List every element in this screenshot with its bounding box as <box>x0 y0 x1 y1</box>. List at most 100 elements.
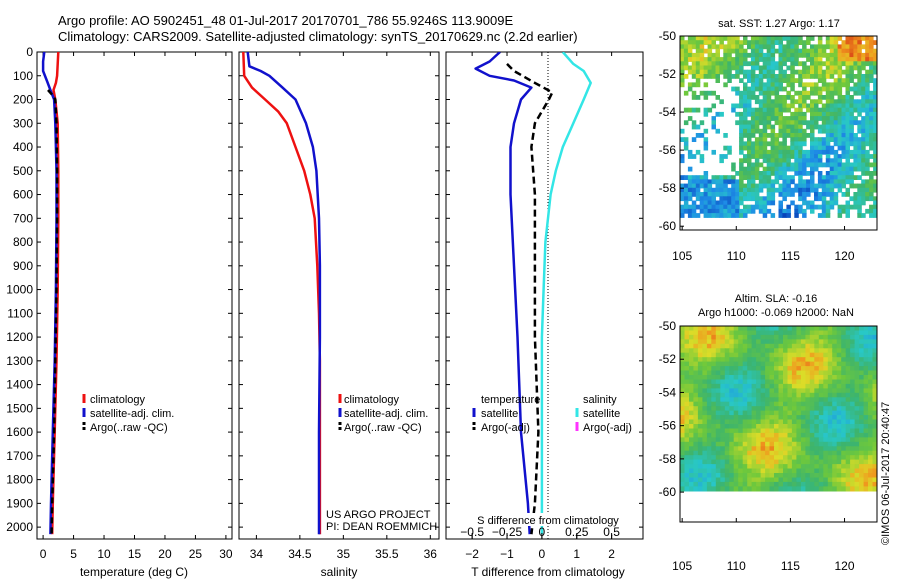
sla-cell <box>738 481 744 487</box>
sla-cell <box>693 424 699 430</box>
sst-cell <box>747 128 752 134</box>
sla-cell <box>814 357 820 363</box>
sst-cell <box>802 183 807 189</box>
sst-cell <box>806 40 811 45</box>
sst-cell <box>782 149 787 155</box>
sst-cell <box>770 40 776 45</box>
sla-cell <box>863 459 869 465</box>
sla-cell <box>751 473 757 479</box>
sst-cell <box>770 116 776 121</box>
sst-cell <box>778 162 783 168</box>
sst-cell <box>814 149 819 155</box>
sst-cell <box>750 116 756 121</box>
sla-cell <box>796 455 802 461</box>
sla-cell <box>868 397 874 403</box>
sla-cell <box>796 352 802 358</box>
sst-cell <box>865 116 870 121</box>
sla-cell <box>818 401 824 407</box>
sst-cell <box>754 36 760 41</box>
sst-cell <box>683 208 689 214</box>
sst-cell <box>829 200 835 206</box>
x-tick-label: 120 <box>835 559 855 573</box>
sst-cell <box>849 124 854 130</box>
sla-cell <box>693 330 699 336</box>
sst-cell <box>778 103 783 109</box>
sla-cell <box>689 330 695 336</box>
sst-cell <box>750 36 756 41</box>
sla-cell <box>693 375 699 381</box>
sst-cell <box>849 103 854 109</box>
sla-cell <box>783 334 789 340</box>
sst-cell <box>695 196 701 202</box>
sst-cell <box>798 179 803 185</box>
sla-cell <box>684 401 690 407</box>
sla-cell <box>689 343 695 349</box>
sla-cell <box>778 339 784 345</box>
sst-cell <box>699 208 705 214</box>
y-tick-label: 1000 <box>6 283 33 297</box>
sla-cell <box>747 486 753 492</box>
sla-cell <box>774 473 780 479</box>
sst-cell <box>849 40 854 45</box>
sst-cell <box>711 90 716 96</box>
sla-cell <box>715 326 721 332</box>
sst-cell <box>853 145 858 151</box>
sst-cell <box>810 69 815 75</box>
sla-cell <box>854 361 860 367</box>
sst-cell <box>849 196 854 202</box>
sla-cell <box>845 410 851 416</box>
sst-cell <box>680 208 685 214</box>
sla-cell <box>720 401 726 407</box>
sst-cell <box>865 187 870 193</box>
sla-cell <box>783 388 789 394</box>
sst-cell <box>857 124 862 130</box>
sst-cell <box>687 69 693 75</box>
sla-cell <box>702 343 708 349</box>
sst-cell <box>699 192 705 197</box>
sst-cell <box>680 187 685 193</box>
sla-cell <box>720 441 726 447</box>
sst-cell <box>825 200 831 206</box>
sst-cell <box>861 57 866 62</box>
sst-cell <box>865 99 870 105</box>
sla-cell <box>680 450 686 456</box>
sla-cell <box>774 370 780 376</box>
sla-cell <box>814 486 820 492</box>
sla-cell <box>751 459 757 465</box>
sst-cell <box>715 183 720 189</box>
sst-cell <box>837 208 843 214</box>
sla-cell <box>845 388 851 394</box>
sla-cell <box>702 450 708 456</box>
sla-cell <box>733 379 739 385</box>
sla-cell <box>689 401 695 407</box>
sla-cell <box>823 410 829 416</box>
sla-cell <box>684 455 690 461</box>
sst-cell <box>747 145 752 151</box>
sla-cell <box>791 419 797 425</box>
sla-cell <box>823 441 829 447</box>
sst-cell <box>727 61 732 67</box>
sst-cell <box>735 52 740 58</box>
sla-cell <box>733 361 739 367</box>
sst-cell <box>699 154 705 159</box>
sla-cell <box>845 419 851 425</box>
sst-cell <box>798 204 803 210</box>
sst-cell <box>833 111 839 117</box>
sst-cell <box>825 82 831 88</box>
sst-cell <box>873 213 877 218</box>
sst-cell <box>790 192 795 197</box>
sla-cell <box>715 441 721 447</box>
sla-map-title: Altim. SLA: -0.16 <box>735 293 818 305</box>
sla-cell <box>823 392 829 398</box>
sla-cell <box>715 370 721 376</box>
sla-cell <box>863 392 869 398</box>
sla-cell <box>823 352 829 358</box>
sst-cell <box>841 124 846 130</box>
sst-cell <box>719 99 724 105</box>
sla-cell <box>724 424 730 430</box>
sst-cell <box>778 107 783 113</box>
sst-cell <box>727 57 732 62</box>
sla-cell <box>684 441 690 447</box>
sst-cell <box>750 61 756 67</box>
sst-cell <box>821 52 827 58</box>
